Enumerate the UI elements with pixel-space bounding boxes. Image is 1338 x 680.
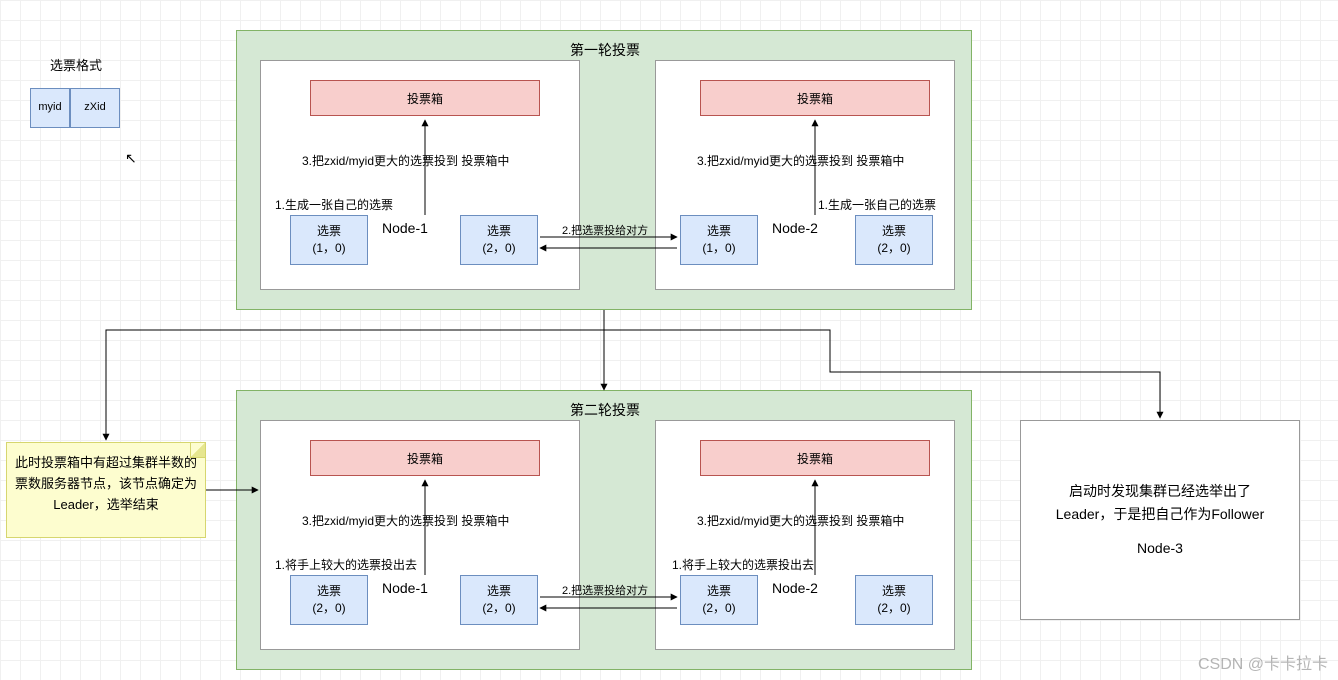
r1-node1-ballotbox: 投票箱 xyxy=(310,80,540,116)
r1-node1-vote2-label: 选票 xyxy=(487,223,511,240)
leader-note-text: 此时投票箱中有超过集群半数的票数服务器节点，该节点确定为Leader，选举结束 xyxy=(15,455,197,512)
r1-node2-vote1-label: 选票 xyxy=(707,223,731,240)
r1-node1-step1: 1.生成一张自己的选票 xyxy=(275,196,393,213)
r1-node2-vote2-label: 选票 xyxy=(882,223,906,240)
r2-node2-step3: 3.把zxid/myid更大的选票投到 投票箱中 xyxy=(697,512,904,529)
r2-node2-vote1: 选票 (2，0) xyxy=(680,575,758,625)
r2-node1-name: Node-1 xyxy=(382,580,428,596)
r1-step2: 2.把选票投给对方 xyxy=(562,222,648,238)
r2-node2-vote2-label: 选票 xyxy=(882,583,906,600)
watermark: CSDN @卡卡拉卡 xyxy=(1198,650,1328,674)
r1-node1-vote1: 选票 (1，0) xyxy=(290,215,368,265)
round2-title: 第二轮投票 xyxy=(570,400,640,420)
r2-node2-vote2: 选票 (2，0) xyxy=(855,575,933,625)
node3-text: 启动时发现集群已经选举出了Leader，于是把自己作为Follower xyxy=(1041,480,1279,525)
r2-node2-vote1-val: (2，0) xyxy=(702,600,735,617)
cursor-icon: ↖ xyxy=(125,150,137,167)
r1-node1-vote2-val: (2，0) xyxy=(482,240,515,257)
round1-title: 第一轮投票 xyxy=(570,40,640,60)
r2-node2-ballotbox: 投票箱 xyxy=(700,440,930,476)
r1-node1-ballotbox-label: 投票箱 xyxy=(407,90,443,107)
r2-node2-vote2-val: (2，0) xyxy=(877,600,910,617)
r1-node1-vote2: 选票 (2，0) xyxy=(460,215,538,265)
r2-node1-vote2-label: 选票 xyxy=(487,583,511,600)
r2-node2-step1: 1.将手上较大的选票投出去 xyxy=(672,556,814,573)
leader-note: 此时投票箱中有超过集群半数的票数服务器节点，该节点确定为Leader，选举结束 xyxy=(6,442,206,538)
r1-node1-name: Node-1 xyxy=(382,220,428,236)
r1-node1-vote1-label: 选票 xyxy=(317,223,341,240)
r2-node1-vote1: 选票 (2，0) xyxy=(290,575,368,625)
format-title: 选票格式 xyxy=(50,55,102,74)
r1-node2-vote1-val: (1，0) xyxy=(702,240,735,257)
format-cell-myid: myid xyxy=(30,88,70,128)
node3-panel: 启动时发现集群已经选举出了Leader，于是把自己作为Follower Node… xyxy=(1020,420,1300,620)
r2-node1-ballotbox-label: 投票箱 xyxy=(407,450,443,467)
r2-node1-vote2-val: (2，0) xyxy=(482,600,515,617)
r1-node2-name: Node-2 xyxy=(772,220,818,236)
format-myid-text: myid xyxy=(38,100,61,115)
r1-node2-ballotbox-label: 投票箱 xyxy=(797,90,833,107)
format-cell-zxid: zXid xyxy=(70,88,120,128)
r1-node2-ballotbox: 投票箱 xyxy=(700,80,930,116)
format-zxid-text: zXid xyxy=(84,100,105,115)
r1-node1-vote1-val: (1，0) xyxy=(312,240,345,257)
r2-node1-vote2: 选票 (2，0) xyxy=(460,575,538,625)
node3-name: Node-3 xyxy=(1137,537,1183,559)
r2-node1-vote1-val: (2，0) xyxy=(312,600,345,617)
r2-node1-vote1-label: 选票 xyxy=(317,583,341,600)
r2-step2: 2.把选票投给对方 xyxy=(562,582,648,598)
r1-node2-vote2: 选票 (2，0) xyxy=(855,215,933,265)
r2-node1-ballotbox: 投票箱 xyxy=(310,440,540,476)
r2-node2-name: Node-2 xyxy=(772,580,818,596)
r1-node2-step3: 3.把zxid/myid更大的选票投到 投票箱中 xyxy=(697,152,904,169)
r2-node1-step1: 1.将手上较大的选票投出去 xyxy=(275,556,417,573)
r2-node2-vote1-label: 选票 xyxy=(707,583,731,600)
r1-node2-vote2-val: (2，0) xyxy=(877,240,910,257)
r1-node2-step1: 1.生成一张自己的选票 xyxy=(818,196,936,213)
r1-node1-step3: 3.把zxid/myid更大的选票投到 投票箱中 xyxy=(302,152,509,169)
r2-node2-ballotbox-label: 投票箱 xyxy=(797,450,833,467)
r2-node1-step3: 3.把zxid/myid更大的选票投到 投票箱中 xyxy=(302,512,509,529)
r1-node2-vote1: 选票 (1，0) xyxy=(680,215,758,265)
